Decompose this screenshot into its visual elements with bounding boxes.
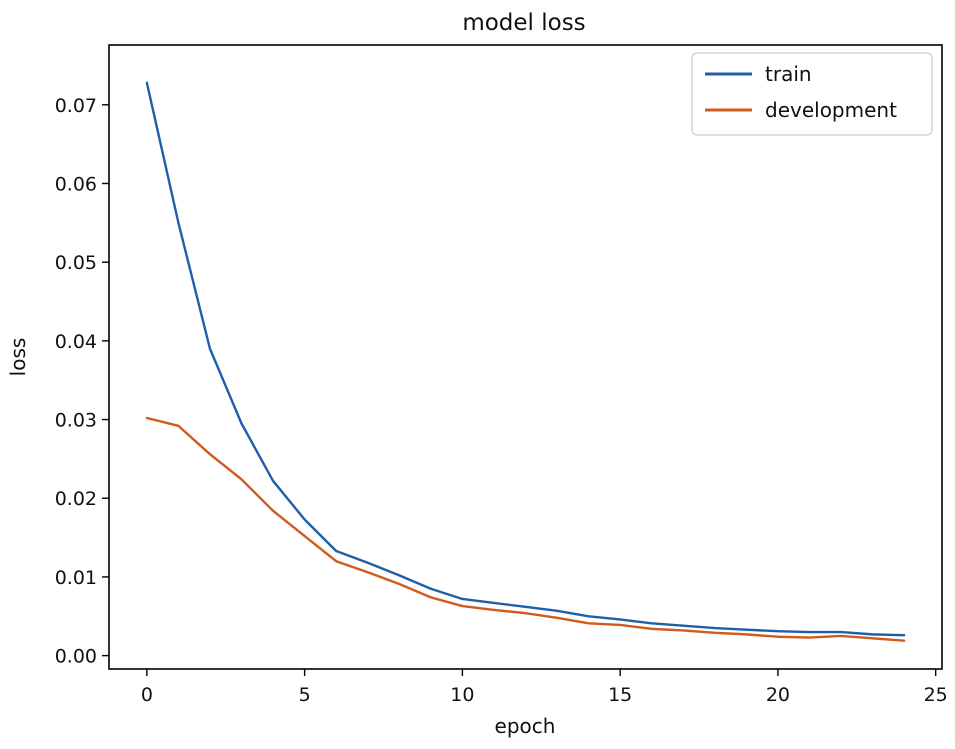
y-tick-label: 0.04: [55, 331, 97, 353]
x-tick-label: 10: [450, 684, 474, 706]
y-tick-label: 0.05: [55, 252, 97, 274]
y-tick-label: 0.01: [55, 567, 97, 589]
y-tick-label: 0.07: [55, 95, 97, 117]
series-lines: [145, 81, 906, 642]
x-tick-label: 20: [766, 684, 790, 706]
x-tick-label: 25: [924, 684, 948, 706]
plot-frame: [108, 44, 943, 670]
x-axis-ticks: 0 5 10 15 20 25: [141, 669, 948, 706]
y-axis-ticks: 0.00 0.01 0.02 0.03 0.04 0.05 0.06 0.07: [55, 95, 109, 668]
chart-title: model loss: [462, 10, 585, 36]
series-line-train: [145, 81, 906, 637]
x-tick-label: 0: [141, 684, 153, 706]
legend: train development: [691, 52, 933, 136]
y-axis-label: loss: [6, 338, 30, 377]
y-tick-label: 0.00: [55, 646, 97, 668]
x-tick-label: 15: [608, 684, 632, 706]
x-tick-label: 5: [299, 684, 311, 706]
legend-label-development: development: [765, 98, 897, 122]
y-tick-label: 0.06: [55, 173, 97, 195]
legend-box: [691, 52, 933, 136]
y-tick-label: 0.03: [55, 410, 97, 432]
y-tick-label: 0.02: [55, 488, 97, 510]
series-line-development: [145, 416, 906, 642]
x-axis-label: epoch: [495, 714, 556, 738]
legend-label-train: train: [765, 62, 812, 86]
